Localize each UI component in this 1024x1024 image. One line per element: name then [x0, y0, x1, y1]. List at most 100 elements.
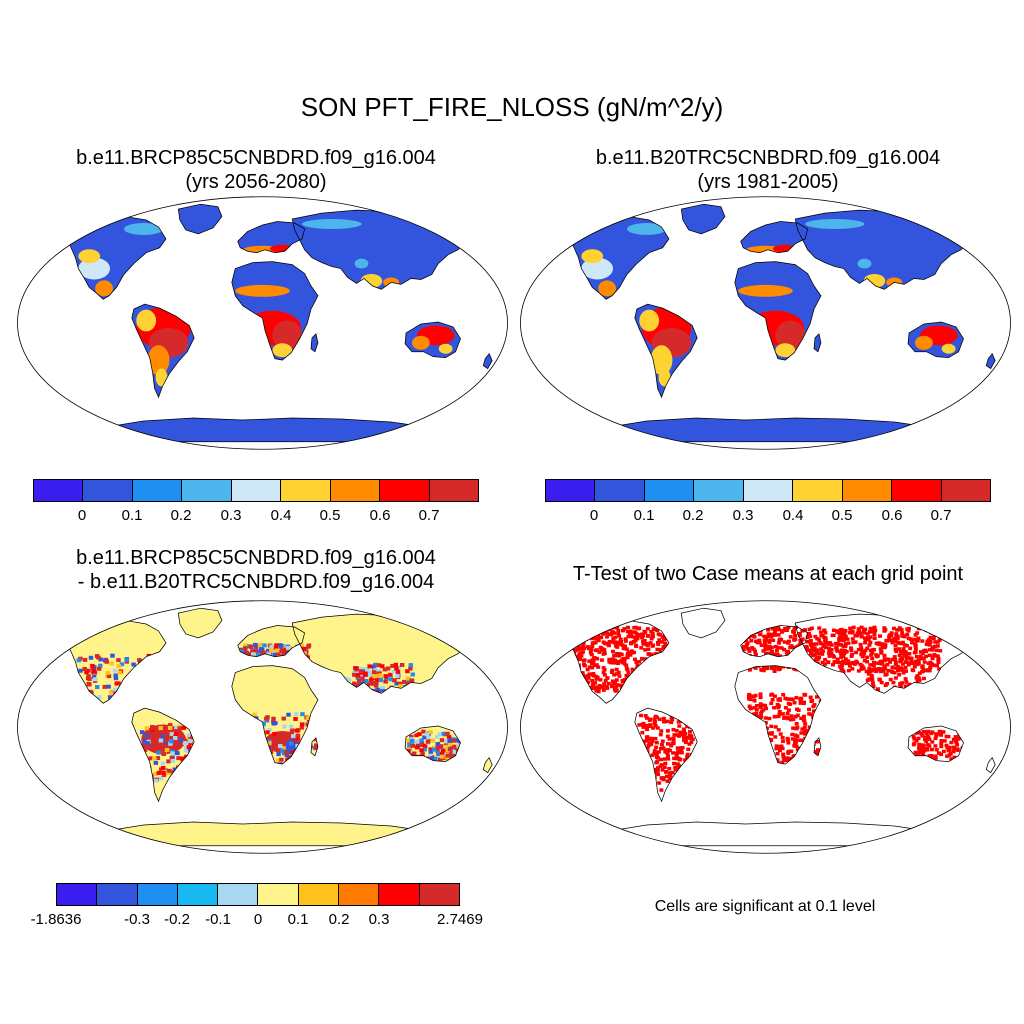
- grid-cell: [882, 657, 887, 661]
- grid-cell: [184, 748, 190, 753]
- grid-cell: [913, 750, 918, 755]
- grid-cell: [663, 643, 668, 648]
- grid-cell: [865, 655, 870, 660]
- grid-cell: [116, 658, 121, 663]
- grid-cell: [256, 650, 261, 655]
- grid-cell: [678, 746, 683, 750]
- grid-cell: [243, 650, 249, 655]
- grid-cell: [821, 644, 826, 649]
- grid-cell: [788, 645, 793, 650]
- grid-cell: [939, 741, 944, 746]
- grid-cell: [256, 652, 261, 657]
- grid-cell: [839, 643, 844, 647]
- grid-cell: [172, 767, 178, 772]
- grid-cell: [779, 646, 784, 650]
- grid-cell: [894, 632, 899, 636]
- grid-cell: [597, 650, 602, 654]
- grid-cell: [647, 718, 652, 723]
- grid-cell: [186, 745, 192, 750]
- grid-cell: [817, 626, 822, 630]
- grid-cell: [632, 630, 637, 634]
- grid-cell: [795, 734, 800, 738]
- grid-cell: [643, 648, 648, 652]
- grid-cell: [271, 716, 276, 721]
- grid-cell: [786, 701, 791, 706]
- grid-cell: [653, 736, 658, 741]
- grid-cell: [635, 633, 640, 637]
- grid-cell: [769, 634, 774, 639]
- grid-cell: [658, 732, 663, 737]
- grid-cell: [772, 633, 777, 637]
- grid-cell: [661, 719, 666, 724]
- grid-cell: [766, 634, 771, 638]
- grid-cell: [826, 660, 831, 664]
- grid-cell: [422, 735, 427, 740]
- grid-cell: [142, 738, 147, 743]
- grid-cell: [264, 716, 269, 721]
- grid-cell: [791, 726, 796, 730]
- grid-cell: [941, 730, 946, 734]
- grid-cell: [686, 747, 691, 752]
- grid-cell: [827, 654, 832, 658]
- data-region: [235, 284, 290, 297]
- grid-cell: [776, 627, 781, 632]
- grid-cell: [675, 762, 680, 766]
- grid-cell: [904, 660, 909, 664]
- grid-cell: [659, 763, 664, 767]
- grid-cell: [831, 663, 835, 667]
- grid-cell: [794, 726, 799, 731]
- grid-cell: [601, 670, 606, 675]
- grid-cell: [658, 648, 663, 652]
- grid-cell: [445, 744, 450, 749]
- grid-cell: [280, 748, 285, 753]
- grid-cell: [865, 659, 870, 664]
- grid-cell: [665, 742, 670, 746]
- grid-cell: [635, 663, 640, 668]
- grid-cell: [669, 743, 674, 748]
- grid-cell: [661, 746, 666, 750]
- grid-cell: [848, 661, 853, 666]
- grid-cell: [383, 679, 388, 684]
- grid-cell: [410, 743, 415, 748]
- grid-cell: [835, 649, 840, 653]
- grid-cell: [635, 636, 640, 641]
- grid-cell: [281, 746, 286, 751]
- grid-cell: [671, 727, 676, 732]
- grid-cell: [942, 739, 947, 743]
- grid-cell: [838, 664, 843, 669]
- grid-cell: [929, 731, 934, 736]
- grid-cell: [78, 668, 83, 673]
- grid-cell: [612, 673, 617, 677]
- grid-cell: [858, 631, 863, 635]
- grid-cell: [661, 716, 666, 721]
- grid-cell: [642, 739, 647, 743]
- grid-cell: [934, 648, 939, 653]
- grid-cell: [598, 684, 603, 689]
- grid-cell: [659, 742, 664, 747]
- grid-cell: [173, 732, 179, 737]
- grid-cell: [665, 719, 670, 724]
- grid-cell: [682, 735, 686, 739]
- grid-cell: [916, 736, 921, 741]
- grid-cell: [789, 717, 794, 722]
- grid-cell: [649, 742, 654, 747]
- grid-cell: [409, 738, 415, 743]
- grid-cell: [917, 730, 922, 735]
- top-left-title-line2: (yrs 2056-2080): [185, 171, 327, 193]
- grid-cell: [888, 677, 893, 682]
- grid-cell: [769, 666, 774, 670]
- grid-cell: [765, 647, 770, 651]
- grid-cell: [568, 627, 573, 631]
- grid-cell: [405, 676, 411, 681]
- grid-cell: [754, 711, 759, 716]
- grid-cell: [815, 739, 820, 744]
- grid-cell: [357, 682, 362, 687]
- grid-cell: [654, 770, 659, 775]
- grid-cell: [569, 645, 574, 649]
- grid-cell: [587, 665, 592, 669]
- grid-cell: [582, 664, 587, 668]
- grid-cell: [417, 732, 422, 737]
- colorbar-top-right-tick-label: 0.4: [782, 507, 804, 524]
- data-region: [581, 257, 614, 280]
- grid-cell: [909, 659, 914, 663]
